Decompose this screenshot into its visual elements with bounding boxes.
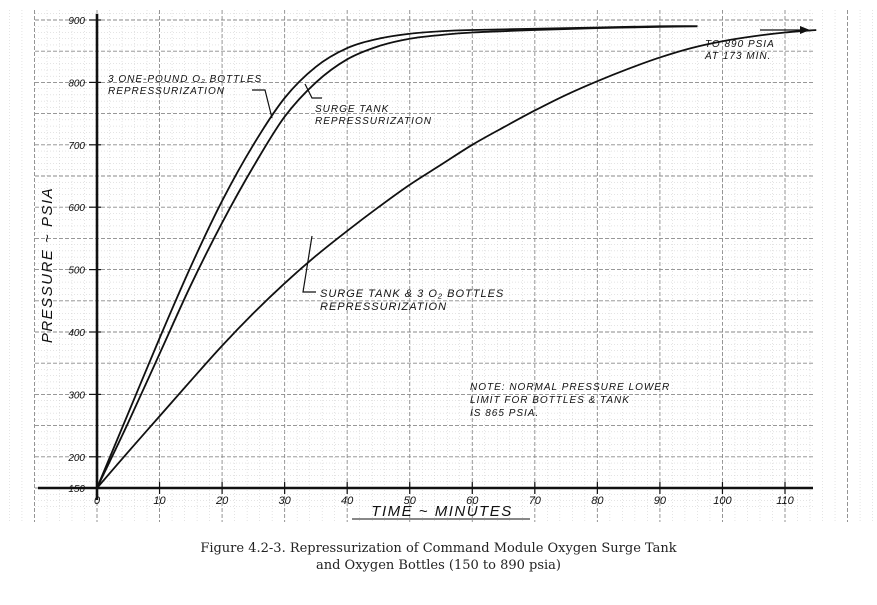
series-lines [96,25,817,489]
x-tick-label: 70 [529,495,542,507]
y-tick-label: 900 [68,16,85,27]
x-axis-title: TIME ~ MINUTES [371,503,512,520]
annotation-note-line: NOTE: NORMAL PRESSURE LOWER [470,382,670,393]
annotation-combined-line: SURGE TANK & 3 O₂ BOTTLES [320,288,504,300]
series-line-3 [96,29,817,489]
series-line-2 [96,25,698,489]
figure-caption-line-2: and Oxygen Bottles (150 to 890 psia) [315,558,562,573]
x-tick-label: 40 [341,495,354,507]
annotation-surge-line: SURGE TANK [315,104,390,115]
series-line-1 [96,25,698,489]
arrow-head [800,26,810,34]
annotation-arrow-line: AT 173 MIN. [704,51,771,62]
figure-caption-line-1: Figure 4.2-3. Repressurization of Comman… [200,541,677,556]
x-tick-label: 90 [654,495,667,507]
x-tick-label: 100 [713,495,732,507]
annotation-note-line: LIMIT FOR BOTTLES & TANK [470,395,630,406]
y-tick-label: 150 [68,484,85,495]
annotations: 3 ONE-POUND O₂ BOTTLESREPRESSURIZATIONSU… [108,26,810,419]
y-axis-title: PRESSURE ~ PSIA [39,187,56,343]
annotation-arrow-line: TO 890 PSIA [705,39,775,50]
x-tick-label: 0 [94,495,101,507]
y-tick-label: 600 [68,203,85,214]
leader-combined [302,235,316,293]
annotation-bottles-line: REPRESSURIZATION [108,86,225,97]
axes: 0 10 20 30 40 50 60 70 80 90 100 110 150 200 300 400 500… [38,14,813,520]
x-tick-label: 20 [215,495,229,507]
y-tick-label: 300 [68,390,85,401]
y-tick-label: 500 [68,266,85,277]
y-tick-label: 200 [67,453,85,464]
annotation-bottles-line: 3 ONE-POUND O₂ BOTTLES [108,74,262,85]
x-tick-label: 80 [591,495,604,507]
y-tick-label: 400 [68,328,85,339]
y-tick-label: 800 [68,78,85,89]
annotation-combined-line: REPRESSURIZATION [320,301,447,313]
x-tick-label: 10 [153,495,166,507]
x-tick-label: 50 [404,495,417,507]
y-tick-label: 700 [68,141,85,152]
annotation-note-line: IS 865 PSIA. [470,408,539,419]
leader-bottles [252,89,273,119]
x-tick-label: 60 [466,495,479,507]
leader-surge [304,83,322,99]
x-tick-label: 110 [776,495,794,507]
x-tick-label: 30 [279,495,292,507]
annotation-surge-line: REPRESSURIZATION [315,116,432,127]
